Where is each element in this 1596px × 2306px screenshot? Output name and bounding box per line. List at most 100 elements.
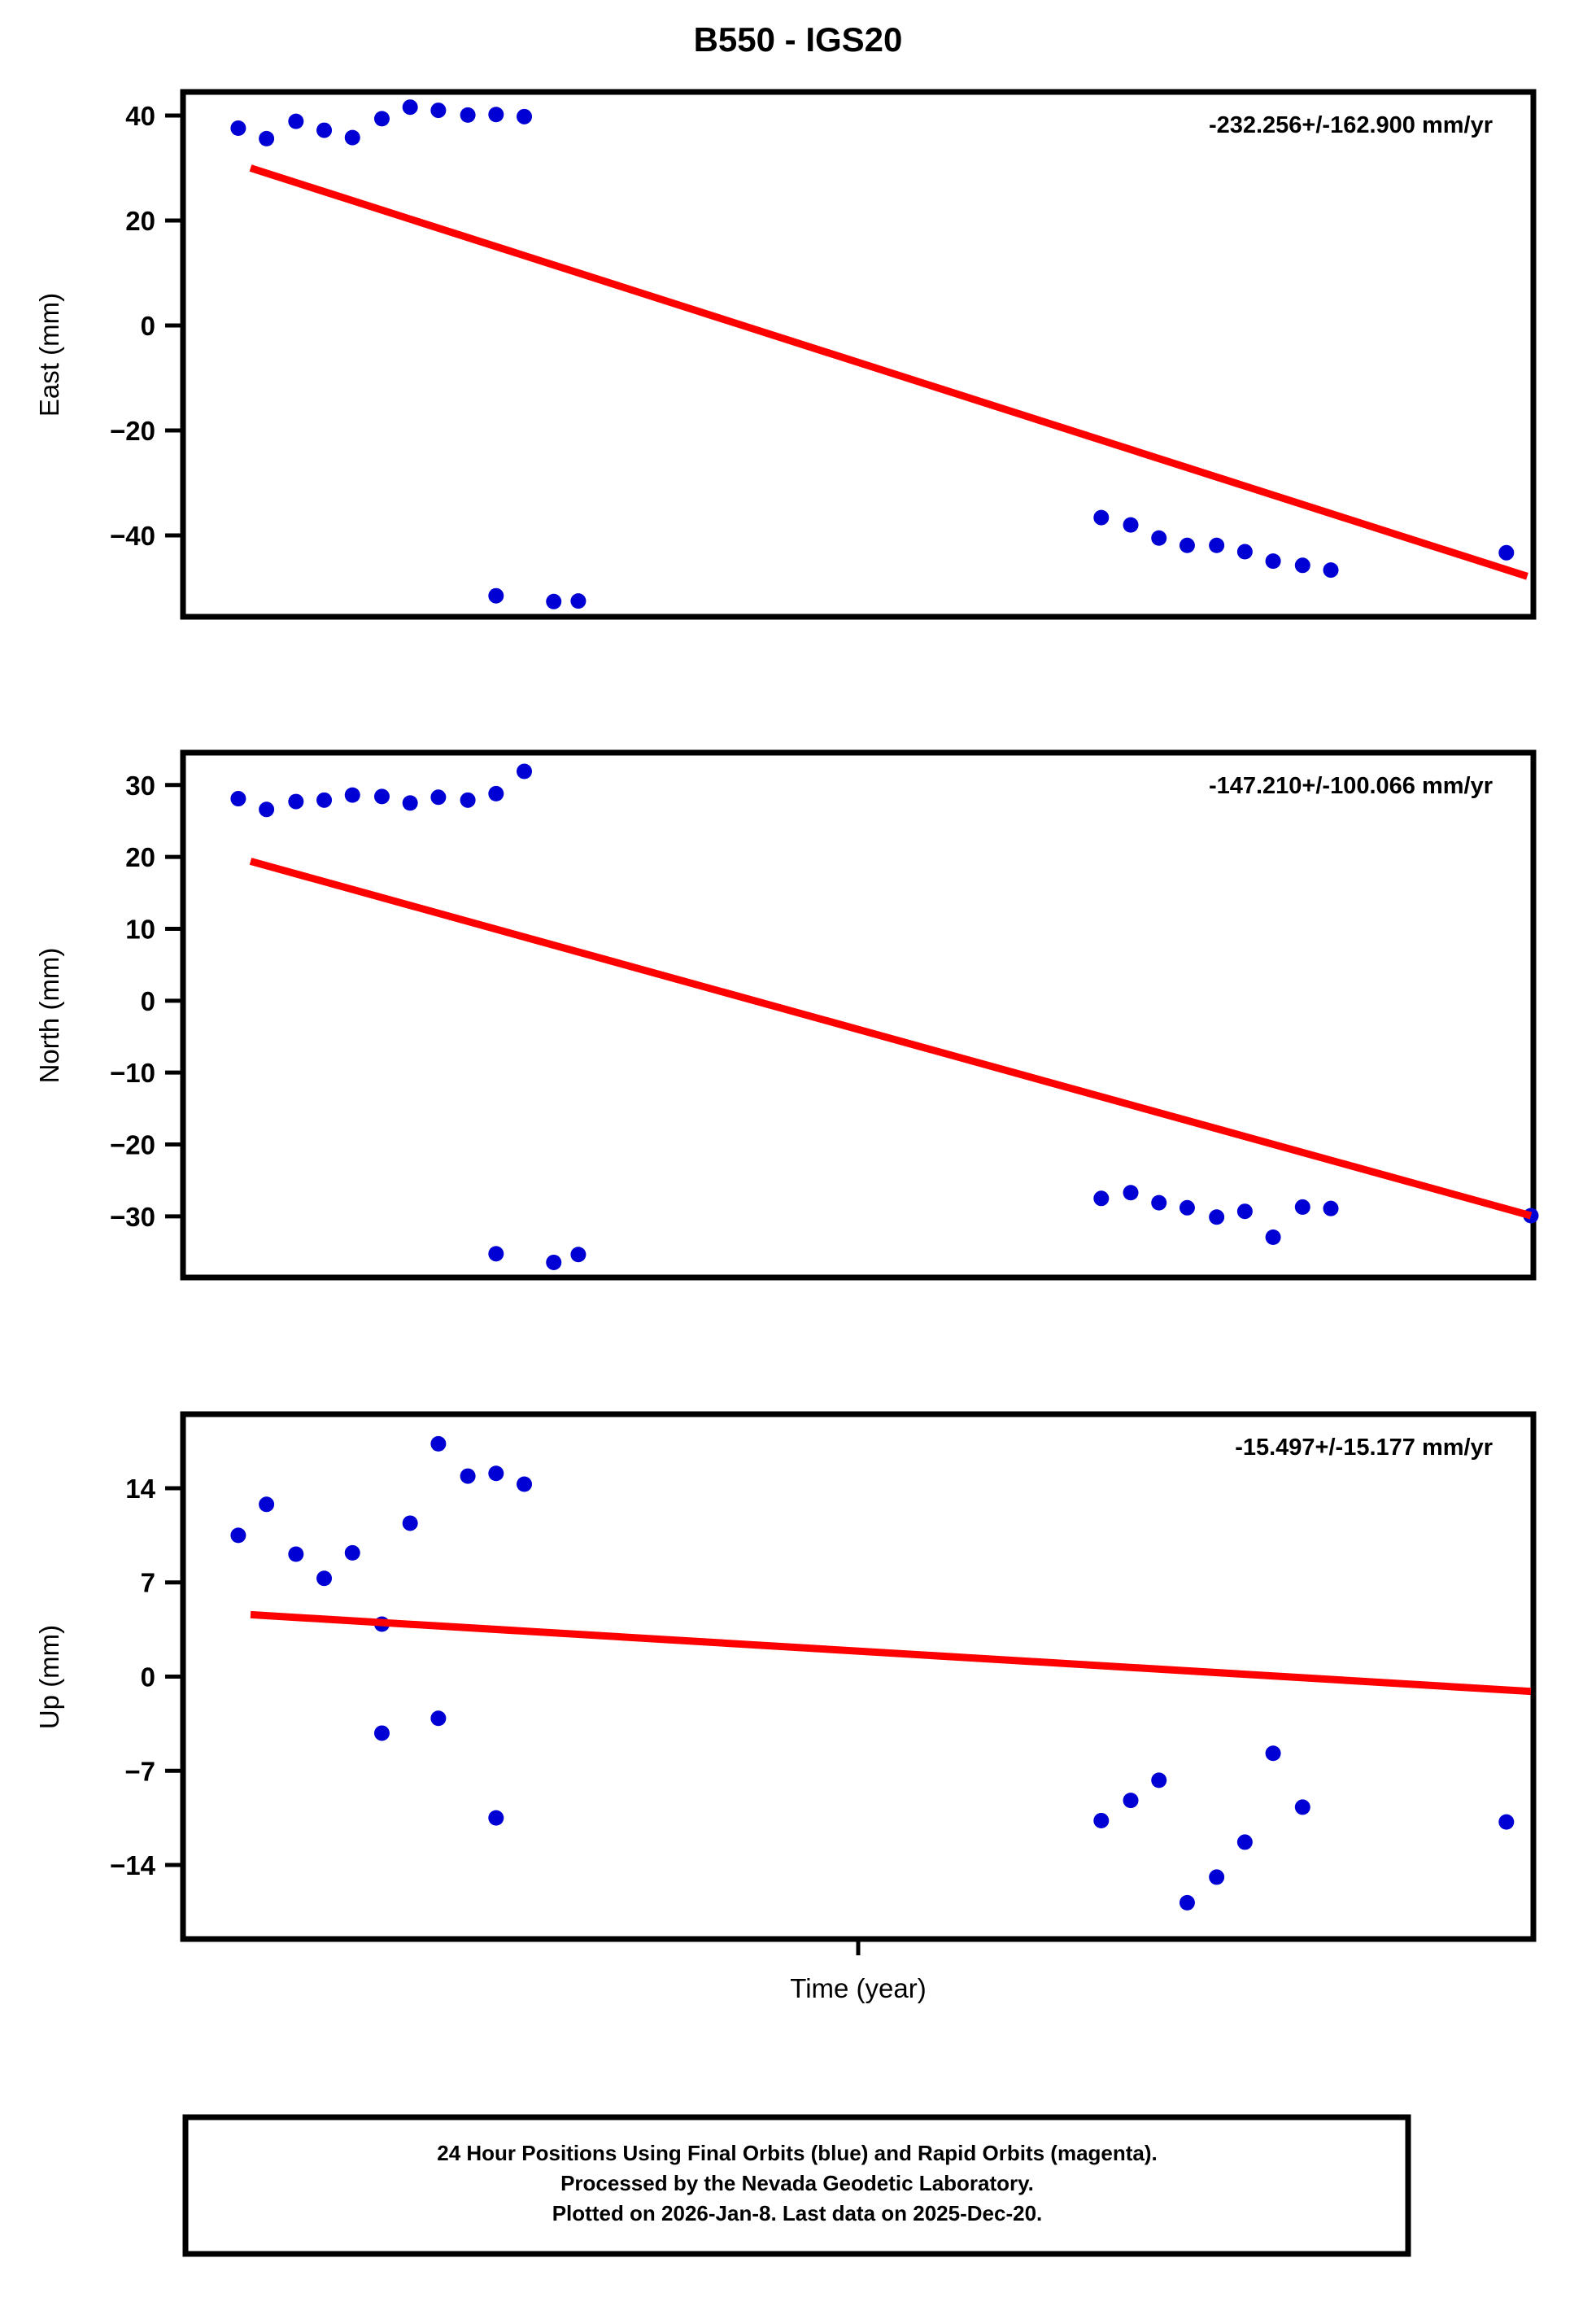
up-tick-label: −7 bbox=[124, 1756, 155, 1786]
north-data-point bbox=[488, 1246, 504, 1262]
up-data-point bbox=[1209, 1869, 1225, 1885]
east-data-point bbox=[1236, 544, 1253, 560]
east-data-point bbox=[1265, 553, 1281, 570]
north-tick-label: −20 bbox=[110, 1130, 155, 1160]
north-data-point bbox=[259, 801, 275, 818]
north-data-point bbox=[1294, 1199, 1310, 1215]
north-tick-label: 0 bbox=[141, 986, 155, 1016]
north-series bbox=[230, 763, 1539, 1270]
east-series bbox=[230, 99, 1515, 609]
east-y-ticks bbox=[165, 113, 183, 538]
up-data-point bbox=[430, 1435, 447, 1452]
north-data-point bbox=[546, 1254, 562, 1270]
north-data-point bbox=[316, 792, 333, 808]
east-data-point bbox=[488, 107, 504, 123]
north-data-point bbox=[373, 788, 390, 805]
east-trend-line bbox=[249, 164, 1528, 580]
north-data-point bbox=[288, 793, 304, 810]
east-data-point bbox=[1151, 530, 1167, 546]
east-tick-label: 20 bbox=[125, 206, 155, 236]
east-tick-label: 0 bbox=[141, 311, 155, 341]
panel-north: 30 20 10 0 −10 −20 −30 North (mm) -147.210+/-1… bbox=[34, 749, 1539, 1281]
east-axis-title: East (mm) bbox=[34, 293, 64, 417]
north-data-point bbox=[517, 763, 533, 780]
up-data-point bbox=[1151, 1772, 1167, 1788]
east-trend-line-segment bbox=[249, 164, 1528, 580]
east-tick-labels: 40 20 0 −20 −40 bbox=[110, 101, 155, 551]
north-y-ticks bbox=[165, 783, 183, 1219]
north-rate-annotation: -147.210+/-100.066 mm/yr bbox=[1209, 773, 1493, 799]
east-tick-label: 40 bbox=[125, 101, 155, 131]
up-tick-label: 14 bbox=[125, 1474, 155, 1504]
up-axis-title: Up (mm) bbox=[34, 1625, 64, 1729]
up-trend-line-segment bbox=[250, 1610, 1532, 1696]
north-data-point bbox=[570, 1247, 587, 1263]
up-y-ticks bbox=[165, 1486, 183, 1867]
east-data-point bbox=[1123, 517, 1139, 533]
north-data-point bbox=[1179, 1199, 1195, 1216]
panel-up: 14 7 0 −7 −14 Up (mm) -15.497+/-15.177 mm/yr… bbox=[34, 1411, 1537, 2003]
north-plot-frame bbox=[180, 749, 1537, 1281]
up-tick-label: −14 bbox=[110, 1850, 156, 1880]
caption-line-1: 24 Hour Positions Using Final Orbits (bl… bbox=[437, 2141, 1158, 2165]
up-data-point bbox=[230, 1527, 246, 1544]
east-data-point bbox=[570, 593, 587, 609]
up-data-point bbox=[517, 1476, 533, 1492]
caption-line-2: Processed by the Nevada Geodetic Laborat… bbox=[560, 2171, 1034, 2195]
up-data-point bbox=[288, 1546, 304, 1562]
up-data-point bbox=[430, 1710, 447, 1727]
east-tick-label: −40 bbox=[110, 521, 155, 551]
east-data-point bbox=[517, 108, 533, 124]
up-rate-annotation: -15.497+/-15.177 mm/yr bbox=[1235, 1435, 1493, 1461]
up-data-point bbox=[488, 1810, 504, 1826]
up-data-point bbox=[1294, 1799, 1310, 1815]
east-data-point bbox=[1179, 537, 1195, 553]
east-data-point bbox=[430, 103, 447, 119]
north-data-point bbox=[430, 789, 447, 806]
east-data-point bbox=[1323, 562, 1339, 579]
north-trend-line-segment bbox=[249, 858, 1533, 1220]
up-trend-line bbox=[250, 1610, 1532, 1696]
north-data-point bbox=[344, 787, 360, 803]
panel-east: 40 20 0 −20 −40 East (mm) -232.256+/-162.900… bbox=[34, 89, 1537, 620]
north-data-point bbox=[1151, 1194, 1167, 1211]
north-data-point bbox=[1236, 1203, 1253, 1220]
east-data-point bbox=[460, 107, 476, 123]
up-data-point bbox=[316, 1570, 333, 1587]
up-data-point bbox=[259, 1496, 275, 1513]
north-tick-label: 10 bbox=[125, 914, 155, 944]
east-data-point bbox=[316, 122, 333, 138]
up-tick-label: 7 bbox=[141, 1568, 155, 1598]
east-data-point bbox=[1294, 557, 1310, 574]
north-tick-label: 30 bbox=[125, 771, 155, 801]
east-plot-frame bbox=[180, 89, 1537, 620]
north-data-point bbox=[460, 792, 476, 808]
east-data-point bbox=[402, 99, 418, 116]
up-data-point bbox=[1236, 1834, 1253, 1850]
east-data-point bbox=[1093, 509, 1110, 526]
up-tick-label: 0 bbox=[141, 1662, 155, 1692]
caption-line-3: Plotted on 2026-Jan-8. Last data on 2025… bbox=[552, 2201, 1043, 2225]
up-data-point bbox=[402, 1515, 418, 1531]
east-data-point bbox=[230, 120, 246, 137]
north-axis-title: North (mm) bbox=[34, 948, 64, 1084]
east-data-point bbox=[488, 587, 504, 604]
north-data-point bbox=[1093, 1190, 1110, 1207]
up-series bbox=[230, 1435, 1515, 1911]
up-data-point bbox=[1093, 1812, 1110, 1828]
east-data-point bbox=[546, 593, 562, 609]
north-data-point bbox=[230, 791, 246, 807]
east-data-point bbox=[259, 130, 275, 146]
north-data-point bbox=[1123, 1185, 1139, 1201]
north-data-point bbox=[1209, 1209, 1225, 1225]
east-data-point bbox=[1498, 544, 1515, 561]
east-data-point bbox=[288, 113, 304, 129]
east-data-point bbox=[373, 111, 390, 127]
north-trend-line bbox=[249, 858, 1533, 1220]
up-data-point bbox=[373, 1725, 390, 1741]
north-tick-labels: 30 20 10 0 −10 −20 −30 bbox=[110, 771, 155, 1232]
up-tick-labels: 14 7 0 −7 −14 bbox=[110, 1474, 156, 1880]
north-tick-label: −30 bbox=[110, 1202, 155, 1232]
east-rate-annotation: -232.256+/-162.900 mm/yr bbox=[1209, 112, 1493, 138]
